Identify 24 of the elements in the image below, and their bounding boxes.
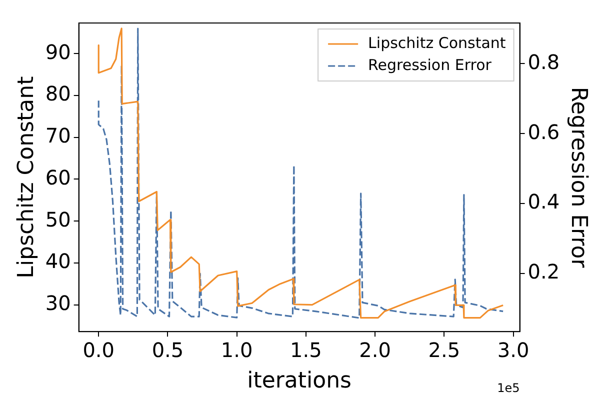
y2-tick-label: 0.4 bbox=[528, 190, 560, 214]
x-tick-label: 0.0 bbox=[82, 338, 115, 362]
y-axis-title: Lipschitz Constant bbox=[14, 76, 39, 278]
y-tick-label: 60 bbox=[45, 165, 71, 190]
y-tick-label: 80 bbox=[45, 82, 71, 106]
y2-tick-label: 0.2 bbox=[528, 260, 560, 284]
x-tick-label: 0.5 bbox=[152, 338, 184, 362]
y-tick-label: 70 bbox=[45, 124, 71, 148]
legend-label: Regression Error bbox=[368, 56, 492, 74]
x-tick-label: 1.5 bbox=[290, 338, 322, 362]
y-tick-label: 50 bbox=[45, 207, 71, 232]
x-axis-title: iterations bbox=[247, 368, 352, 394]
x-tick-label: 2.0 bbox=[359, 338, 391, 362]
legend-label: Lipschitz Constant bbox=[368, 34, 506, 52]
y-tick-label: 90 bbox=[45, 40, 71, 64]
y2-tick-label: 0.6 bbox=[528, 120, 560, 144]
y-tick-label: 30 bbox=[45, 291, 71, 316]
y-tick-label: 40 bbox=[45, 249, 71, 274]
text: 1e5 bbox=[497, 381, 520, 396]
y2-tick-label: 0.8 bbox=[528, 50, 560, 74]
x-tick-label: 1.0 bbox=[220, 338, 253, 362]
x-tick-label: 3.0 bbox=[497, 338, 530, 362]
x-tick-label: 2.5 bbox=[428, 338, 460, 362]
y2-axis-title: Regression Error bbox=[566, 86, 592, 269]
